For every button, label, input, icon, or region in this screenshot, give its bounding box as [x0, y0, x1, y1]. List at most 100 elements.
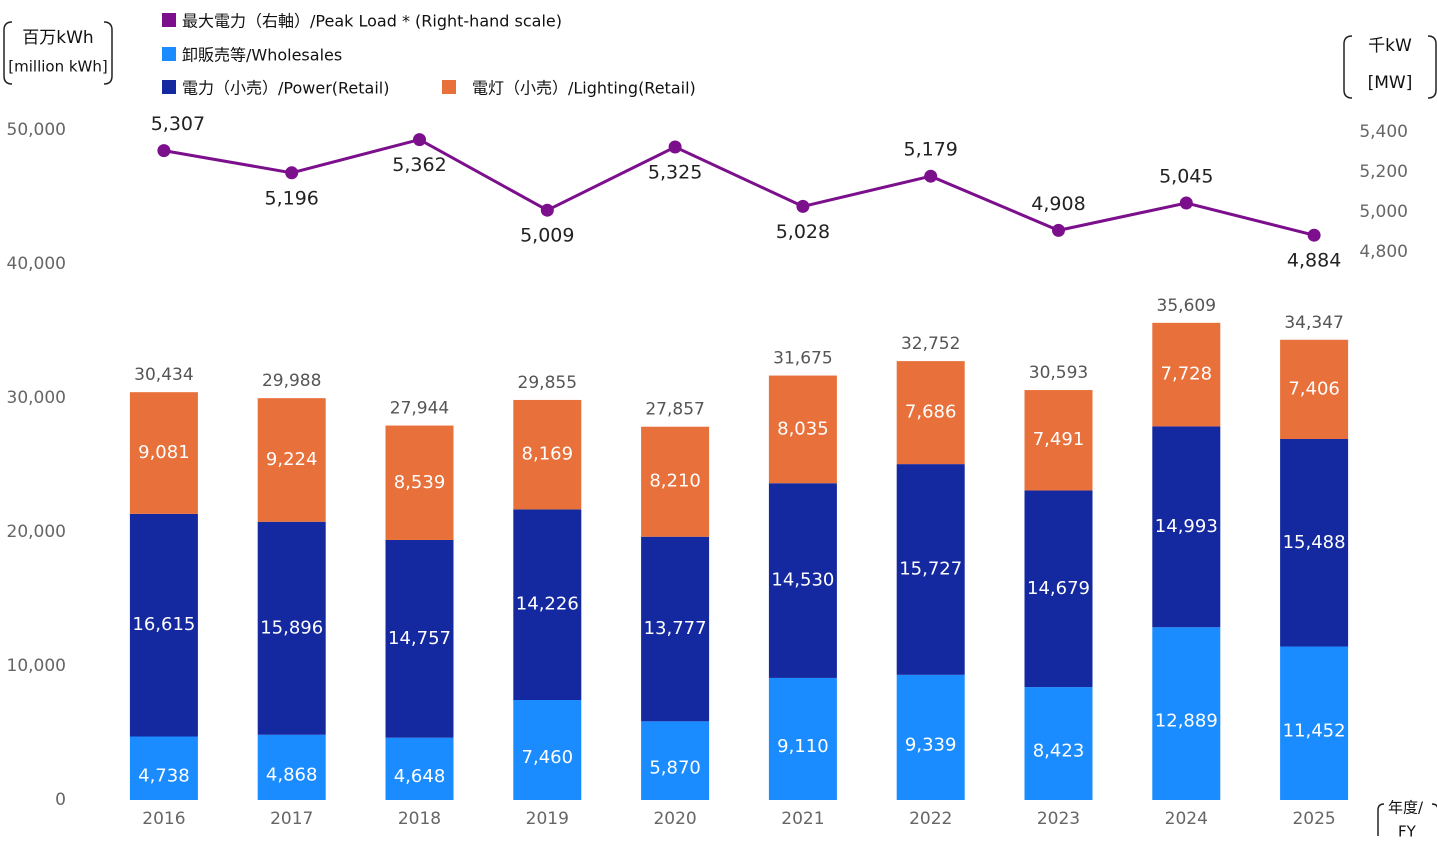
y2-unit: [MW]	[1368, 73, 1413, 93]
x-tick-label: 2017	[270, 809, 313, 829]
value-label: 7,491	[1033, 429, 1085, 450]
x-tick-label: 2023	[1037, 809, 1080, 829]
bar-segment	[1280, 339, 1349, 440]
value-label: 14,530	[771, 570, 834, 591]
y2-unit: 千kW	[1368, 36, 1412, 56]
bar-segment	[1024, 490, 1093, 688]
line-label: 4,908	[1031, 193, 1085, 215]
legend-label: 電力（小売）/Power(Retail)	[182, 79, 389, 98]
bar-segment	[641, 426, 710, 537]
value-label: 4,868	[266, 764, 318, 785]
total-label: 34,347	[1284, 313, 1343, 333]
y2-tick-label: 5,400	[1359, 122, 1408, 142]
x-unit: 年度/	[1388, 799, 1424, 817]
x-tick-label: 2025	[1292, 809, 1335, 829]
value-label: 15,488	[1283, 532, 1346, 553]
legend-label: 最大電力（右軸）/Peak Load * (Right-hand scale)	[182, 12, 562, 31]
value-label: 7,728	[1161, 364, 1213, 385]
value-label: 9,110	[777, 736, 829, 757]
value-label: 12,889	[1155, 711, 1218, 732]
value-label: 14,993	[1155, 516, 1218, 537]
value-label: 9,339	[905, 734, 957, 755]
line-label: 5,196	[264, 187, 318, 209]
bar-segment	[896, 674, 965, 800]
bar-segment	[257, 398, 326, 522]
line-label: 4,884	[1287, 250, 1341, 272]
legend-label: 卸販売等/Wholesales	[182, 46, 342, 65]
value-label: 8,169	[522, 444, 574, 465]
line-point	[924, 169, 938, 183]
line-label: 5,009	[520, 225, 574, 247]
bar-segment	[1024, 390, 1093, 491]
value-label: 15,896	[260, 617, 323, 638]
x-tick-label: 2016	[142, 809, 185, 829]
value-label: 4,648	[394, 766, 446, 787]
x-unit: FY	[1398, 823, 1417, 841]
legend-swatch	[162, 13, 176, 27]
bar-segment	[896, 361, 965, 465]
y-tick-label: 10,000	[7, 656, 66, 676]
bar-segment	[513, 399, 582, 510]
bar-segment	[385, 737, 454, 800]
value-label: 8,210	[649, 471, 701, 492]
total-label: 30,593	[1029, 363, 1088, 383]
y-tick-label: 20,000	[7, 522, 66, 542]
value-label: 13,777	[644, 618, 707, 639]
line	[163, 137, 1315, 237]
total-label: 27,944	[390, 399, 449, 419]
line-point	[796, 199, 810, 213]
value-label: 8,423	[1033, 741, 1085, 762]
value-label: 4,738	[138, 765, 190, 786]
value-label: 14,757	[388, 628, 451, 649]
bar-segment	[1280, 439, 1349, 647]
y2-tick-label: 5,200	[1359, 162, 1408, 182]
value-label: 5,870	[649, 758, 701, 779]
line-point	[413, 133, 426, 147]
value-label: 7,460	[522, 747, 574, 768]
y-tick-label: 0	[55, 790, 66, 810]
value-label: 7,686	[905, 402, 957, 423]
bar-segment	[257, 521, 326, 735]
x-tick-label: 2022	[909, 809, 952, 829]
bar-segment	[257, 734, 326, 800]
bar-segment	[641, 536, 710, 722]
bar-segment	[129, 736, 198, 800]
line-point	[285, 166, 299, 180]
bar-segment	[1280, 646, 1349, 800]
value-label: 8,035	[777, 418, 829, 439]
total-label: 29,988	[262, 371, 321, 391]
line-point	[1179, 196, 1193, 210]
x-tick-label: 2024	[1165, 809, 1208, 829]
legend-swatch	[162, 47, 176, 61]
line-label: 5,179	[903, 139, 957, 161]
bar-segment	[129, 392, 198, 514]
bar-segment	[129, 513, 198, 737]
value-label: 8,539	[394, 472, 446, 493]
value-label: 7,406	[1288, 378, 1340, 399]
line-label: 5,307	[151, 113, 205, 135]
bar-segment	[385, 539, 454, 738]
value-label: 15,727	[899, 558, 962, 579]
y-unit: [million kWh]	[8, 58, 107, 76]
bar-segment	[768, 677, 837, 800]
bar-segment	[641, 721, 710, 800]
unit-bracket	[1343, 35, 1437, 99]
bar-segment	[1152, 426, 1221, 628]
line-label: 5,028	[776, 221, 830, 243]
line-point	[157, 144, 171, 158]
line-point	[1307, 228, 1321, 242]
bar-segment	[768, 375, 837, 484]
bar-segment	[896, 464, 965, 675]
bar-segment	[768, 483, 837, 678]
x-tick-label: 2018	[398, 809, 441, 829]
y-tick-label: 30,000	[7, 388, 66, 408]
value-label: 11,452	[1283, 720, 1346, 741]
x-tick-label: 2019	[526, 809, 569, 829]
value-label: 16,615	[132, 614, 195, 635]
bar-segment	[1152, 322, 1221, 427]
line-label: 5,362	[392, 154, 446, 176]
value-label: 14,226	[516, 594, 579, 615]
legend-swatch	[442, 80, 456, 94]
value-label: 14,679	[1027, 578, 1090, 599]
